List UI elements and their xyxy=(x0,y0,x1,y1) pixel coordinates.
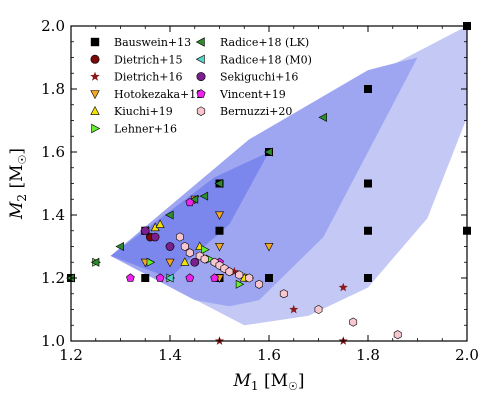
point-bauswein-13-7 xyxy=(265,274,273,282)
point-radice-18-lk-8 xyxy=(214,179,223,188)
legend-label-radice-18-lk: Radice+18 (LK) xyxy=(220,36,309,49)
axis-ticks: 1.2 1.4 1.6 1.8 2.01.01.21.41.61.82.0 xyxy=(41,17,479,364)
point-bernuzzi-20-2 xyxy=(180,241,189,252)
point-dietrich-16-2 xyxy=(289,304,299,314)
legend-marker-hotokezaka-12 xyxy=(90,90,100,100)
legend-label-bernuzzi-20: Bernuzzi+20 xyxy=(220,105,292,118)
legend-label-lehner-16: Lehner+16 xyxy=(114,123,177,136)
point-vincent-19-5 xyxy=(210,273,219,282)
point-lehner-16-4 xyxy=(201,245,210,255)
point-bernuzzi-20-15 xyxy=(349,317,358,327)
point-sekiguchi-16-4 xyxy=(190,257,200,267)
point-bauswein-13-2 xyxy=(141,274,150,282)
point-hotokezaka-12-7 xyxy=(264,243,274,252)
point-dietrich-16-1 xyxy=(229,266,239,276)
point-sekiguchi-16-2 xyxy=(150,232,160,242)
point-dietrich-16-3 xyxy=(338,282,348,292)
legend: Bauswein+13 Dietrich+15 Dietrich+16 Hotokez… xyxy=(90,36,312,136)
point-hotokezaka-12-4 xyxy=(215,211,224,221)
point-radice-18-lk-10 xyxy=(318,112,327,122)
legend-marker-vincent-19 xyxy=(196,89,206,98)
point-vincent-19-4 xyxy=(185,197,195,207)
point-bernuzzi-20-3 xyxy=(185,248,194,258)
legend-marker-radice-18-m0 xyxy=(195,54,205,64)
point-bernuzzi-20-1 xyxy=(176,232,184,242)
point-bernuzzi-20-12 xyxy=(255,279,264,289)
data-markers xyxy=(65,22,471,345)
point-kiuchi-19-3 xyxy=(180,257,190,266)
y-tick-label: 1.4 xyxy=(41,206,65,224)
legend-marker-lehner-16 xyxy=(91,123,101,134)
legend-marker-dietrich-16 xyxy=(90,71,100,81)
legend-marker-dietrich-15 xyxy=(90,54,100,64)
point-hotokezaka-12-2 xyxy=(165,258,175,268)
point-bernuzzi-20-14 xyxy=(314,304,323,315)
legend-label-dietrich-16: Dietrich+16 xyxy=(114,71,183,84)
legend-label-sekiguchi-16: Sekiguchi+16 xyxy=(220,71,298,84)
x-tick-label: 1.8 xyxy=(356,346,380,364)
point-lehner-16-2 xyxy=(146,257,156,267)
legend-marker-radice-18-lk xyxy=(195,37,205,47)
point-bernuzzi-20-5 xyxy=(200,254,209,264)
point-radice-18-lk-7 xyxy=(199,191,209,201)
point-radice-18-lk-5 xyxy=(164,210,174,220)
x-tick-label: 2.0 xyxy=(455,346,479,364)
point-bauswein-13-11 xyxy=(364,179,372,188)
point-bauswein-13-5 xyxy=(215,226,224,235)
point-sekiguchi-16-3 xyxy=(165,242,175,251)
x-tick-label: 1.6 xyxy=(257,346,281,364)
legend-label-kiuchi-19: Kiuchi+19 xyxy=(114,105,173,118)
point-radice-18-lk-2 xyxy=(90,257,100,267)
point-lehner-16-6 xyxy=(235,279,245,289)
y-axis-label: M2 [M☉] xyxy=(7,148,29,220)
point-sekiguchi-16-1 xyxy=(140,226,150,236)
legend-marker-bauswein-13 xyxy=(90,37,100,47)
legend-label-vincent-19: Vincent+19 xyxy=(219,88,286,101)
point-radice-18-m0-2 xyxy=(164,273,174,283)
point-vincent-19-3 xyxy=(185,273,195,282)
legend-marker-kiuchi-19 xyxy=(90,105,100,115)
legend-marker-sekiguchi-16 xyxy=(196,72,206,82)
point-vincent-19-2 xyxy=(155,273,165,282)
y-tick-label: 1.2 xyxy=(41,269,65,287)
y-tick-label: 2.0 xyxy=(41,17,65,35)
point-bauswein-13-12 xyxy=(364,85,372,93)
x-tick-label: 1.4 xyxy=(158,346,182,364)
legend-label-radice-18-m0: Radice+18 (M0) xyxy=(220,53,312,66)
point-bernuzzi-20-10 xyxy=(235,270,244,280)
point-bauswein-13-10 xyxy=(364,226,372,235)
point-bernuzzi-20-16 xyxy=(393,330,402,340)
x-axis-label: M1 [M☉] xyxy=(232,371,304,393)
legend-label-bauswein-13: Bauswein+13 xyxy=(114,36,191,49)
y-tick-label: 1.6 xyxy=(41,143,65,161)
point-hotokezaka-12-5 xyxy=(215,243,224,252)
legend-marker-bernuzzi-20 xyxy=(196,106,206,116)
point-kiuchi-19-2 xyxy=(155,219,165,228)
y-tick-label: 1.0 xyxy=(41,332,65,350)
point-bauswein-13-9 xyxy=(364,274,372,282)
point-bernuzzi-20-13 xyxy=(279,289,288,299)
x-tick-label: 1.2 xyxy=(59,346,83,364)
point-bernuzzi-20-11 xyxy=(245,273,254,283)
y-tick-label: 1.8 xyxy=(41,80,65,98)
region-band-3 xyxy=(110,152,269,278)
legend-label-hotokezaka-12: Hotokezaka+12 xyxy=(114,88,203,101)
point-radice-18-lk-9 xyxy=(263,147,273,157)
point-radice-18-lk-6 xyxy=(189,194,199,204)
point-vincent-19-1 xyxy=(126,273,135,282)
point-bernuzzi-20-9 xyxy=(225,267,234,277)
legend-label-dietrich-15: Dietrich+15 xyxy=(114,53,183,66)
point-radice-18-lk-3 xyxy=(115,242,124,251)
